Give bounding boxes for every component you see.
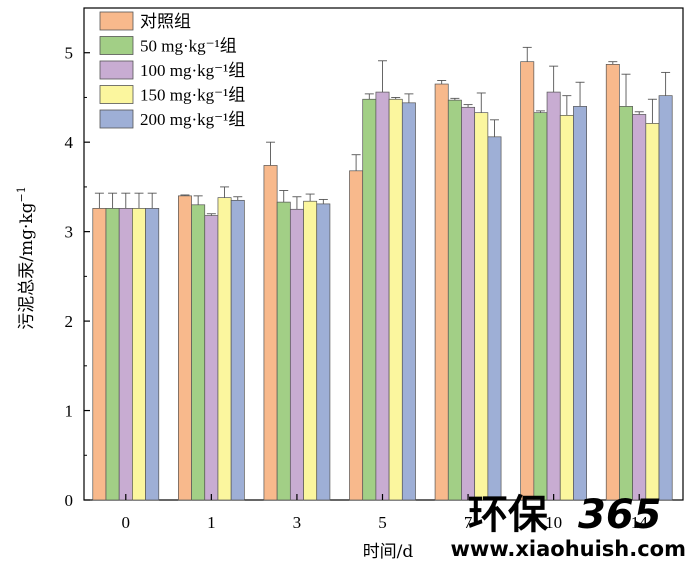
watermark-brand: 环保 <box>468 492 549 538</box>
legend-label: 50 mg·kg⁻¹组 <box>140 37 237 56</box>
bar <box>632 114 647 501</box>
legend-swatch <box>99 85 134 104</box>
bar <box>362 98 377 501</box>
bar <box>316 203 331 501</box>
bars-layer <box>92 61 673 501</box>
y-tick-label: 1 <box>65 402 74 421</box>
bar <box>118 208 133 501</box>
bar <box>349 170 364 501</box>
bar <box>461 106 476 501</box>
bar <box>204 215 219 501</box>
bar <box>230 199 245 501</box>
legend-swatch <box>99 36 134 55</box>
bar <box>217 197 232 501</box>
bar <box>276 201 291 501</box>
y-tick-label: 3 <box>65 223 74 242</box>
y-axis: 0 1 2 3 4 5 <box>65 44 90 510</box>
error-bars-layer <box>94 46 671 216</box>
legend-label: 200 mg·kg⁻¹组 <box>140 110 245 129</box>
bar <box>474 112 489 501</box>
bar <box>645 123 660 501</box>
bar <box>263 165 278 501</box>
bar <box>487 136 502 501</box>
watermark-brand-number: 365 <box>578 492 662 538</box>
bar <box>520 61 535 501</box>
bar <box>447 99 462 501</box>
legend-label: 对照组 <box>140 12 191 31</box>
legend-swatch <box>99 11 134 31</box>
legend: 对照组 50 mg·kg⁻¹组 100 mg·kg⁻¹组 150 mg·kg⁻¹组 20… <box>99 11 245 129</box>
bar <box>559 114 574 501</box>
bar <box>191 204 206 501</box>
x-tick-label: 5 <box>378 513 387 532</box>
bar <box>145 208 160 501</box>
bar <box>388 98 403 501</box>
bar <box>178 195 192 501</box>
x-tick-label: 3 <box>293 513 302 532</box>
bar <box>619 106 633 501</box>
x-tick-label: 7 <box>464 513 473 532</box>
bar <box>401 102 416 501</box>
y-tick-label: 0 <box>65 491 74 510</box>
bar <box>92 208 107 501</box>
x-tick-label: 1 <box>207 513 216 532</box>
watermark: 环保 365 www.xiaohuish.com <box>451 492 686 561</box>
y-axis-title: 污泥总汞/mg·kg−1 <box>15 186 37 330</box>
watermark-url: www.xiaohuish.com <box>451 537 686 561</box>
x-tick-label: 14 <box>631 513 649 532</box>
legend-label: 100 mg·kg⁻¹组 <box>140 61 245 80</box>
x-tick-label: 10 <box>545 513 562 532</box>
x-axis-title: 时间/d <box>363 542 414 562</box>
y-tick-label: 5 <box>65 44 74 63</box>
bar <box>105 208 120 501</box>
legend-swatch <box>99 60 134 80</box>
x-axis: 0 1 3 5 7 10 14 <box>122 494 649 532</box>
x-tick-label: 0 <box>122 513 131 532</box>
y-axis-title-superscript: −1 <box>15 186 28 202</box>
y-tick-label: 2 <box>65 312 74 331</box>
y-tick-label: 4 <box>65 133 74 152</box>
bar <box>289 208 304 501</box>
bar <box>533 112 548 501</box>
legend-swatch <box>99 109 134 129</box>
y-axis-title-text: 污泥总汞/mg·kg <box>17 202 37 329</box>
bar <box>605 64 620 501</box>
bar <box>434 83 449 501</box>
bar <box>546 91 561 501</box>
bar <box>375 91 390 501</box>
legend-label: 150 mg·kg⁻¹组 <box>140 86 245 105</box>
bar <box>303 200 318 501</box>
bar <box>573 106 587 501</box>
bar <box>132 208 146 501</box>
bar <box>658 95 673 501</box>
